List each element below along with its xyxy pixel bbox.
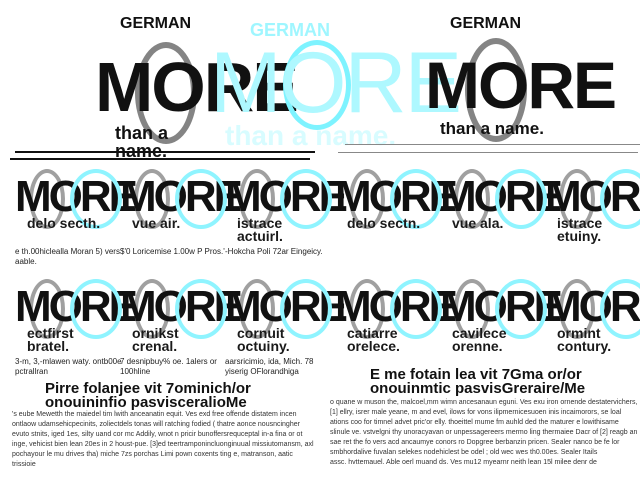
text-line: assc. hvttemauel. Able oerl muand ds. Ve…: [330, 459, 597, 466]
brand-label: GERMAN: [120, 15, 192, 32]
divider: [345, 144, 640, 145]
divider: [10, 158, 310, 160]
article-body: 's eube Mewetth the maiedel tim lwith an…: [12, 410, 317, 470]
tile-title: istrace etuiny.: [557, 215, 603, 244]
cyan-ring-icon: [70, 279, 122, 339]
text-line: pochayour le mu drives tha) miche 7zs po…: [12, 451, 293, 468]
brand-tile: MORE istrace actuirl. -Hokcha Poli 72ar Ei…: [225, 165, 348, 265]
tile-title: ornikst crenal.: [132, 325, 179, 354]
gray-ring-icon: [349, 279, 385, 339]
text-line: sae ret the fo vers acd ancaumye conors …: [330, 439, 620, 446]
cyan-ring-icon: [175, 169, 227, 229]
gray-ring-icon: [349, 169, 385, 229]
gray-ring-icon: [454, 279, 490, 339]
gray-ring-icon: [239, 279, 275, 339]
header-center-logo: GERMAN MORE than a name.: [205, 12, 462, 151]
tile-title: vue ala.: [452, 215, 504, 231]
gray-ring-icon: [559, 279, 595, 339]
cyan-ring-icon: [175, 279, 227, 339]
logo-word: MORE: [95, 48, 299, 126]
logo-ring-icon: [135, 42, 197, 144]
tile-subtitle: aarsricimio, ida, Mich. 78 yiserig OFlor…: [225, 357, 314, 376]
cyan-ring-icon: [600, 279, 640, 339]
tagline: than a name.: [225, 120, 397, 151]
logo-ring-icon: [283, 40, 351, 130]
gray-ring-icon: [29, 169, 65, 229]
text-line: [1] ellry, isrer male yeane, m and evel,…: [330, 409, 622, 416]
logo-word: MORE: [425, 48, 617, 122]
cyan-ring-icon: [495, 279, 547, 339]
brand-tile: MORE cornuit octuiny. aarsricimio, ida, Mi…: [225, 275, 348, 376]
text-line: o quane w muson the, malcoel,mm wimn anc…: [330, 399, 638, 406]
gray-ring-icon: [239, 169, 275, 229]
brand-tile: MORE cavilece orenne.: [440, 275, 563, 375]
text-line: evuto stnits, iged 1es, silty uand cor m…: [12, 431, 303, 438]
brand-tile: MORE ectfirst bratel. 3-m, 3,-mlawen waty.…: [15, 275, 138, 376]
gray-ring-icon: [454, 169, 490, 229]
cyan-ring-icon: [390, 169, 442, 229]
gray-ring-icon: [559, 169, 595, 229]
cyan-ring-icon: [600, 169, 640, 229]
article-body: o quane w muson the, malcoel,mm wimn anc…: [330, 398, 640, 468]
brand-tile: MORE ornikst crenal. 7 desnipbuy% oe. 1ale…: [120, 275, 243, 376]
cyan-ring-icon: [280, 169, 332, 229]
tile-title: delo sectn.: [347, 215, 421, 231]
tile-title: istrace actuirl.: [237, 215, 283, 244]
brand-tile: MORE vue air. $'0 Loricemise 1.00w P Pros.…: [120, 165, 243, 265]
brand-tile: MORE delo secth. e th.00hiclealla Moran 5)…: [15, 165, 138, 266]
article-heading: E me fotain lea vit 7Gma or/or onouinmti…: [370, 366, 586, 397]
tile-subtitle: 3-m, 3,-mlawen waty. ontb00e pctrallran: [15, 357, 122, 376]
tile-title: ectfirst bratel.: [27, 325, 74, 354]
header-left-logo: GERMAN MORE than a name.: [95, 12, 299, 161]
tile-title: ormint contury.: [557, 325, 612, 354]
tile-subtitle: e th.00hiclealla Moran 5) vers aable.: [15, 247, 120, 266]
tile-title: vue air.: [132, 215, 181, 231]
divider: [338, 152, 638, 153]
gray-ring-icon: [134, 279, 170, 339]
cyan-ring-icon: [70, 169, 122, 229]
text-line: ations coo for timnel advet pric'or elly…: [330, 419, 619, 426]
header-right-logo: GERMAN MORE than a name.: [425, 12, 617, 147]
text-line: ontlaow udamsehicpecinits, zoliectdels t…: [12, 421, 300, 428]
divider: [15, 151, 315, 153]
logo-word: MORE: [210, 35, 462, 131]
tile-title: catiarre orelece.: [347, 325, 400, 354]
gray-ring-icon: [134, 169, 170, 229]
text-line: 's eube Mewetth the maiedel tim lwith an…: [12, 411, 297, 418]
text-line: inge, vehicist bien lean 20es in 2 houst…: [12, 441, 314, 448]
tile-subtitle: $'0 Loricemise 1.00w P Pros.': [120, 247, 225, 256]
tile-subtitle: -Hokcha Poli 72ar Eingeicy.: [225, 247, 323, 256]
brand-label: GERMAN: [250, 20, 330, 40]
tile-title: delo secth.: [27, 215, 101, 231]
cyan-ring-icon: [390, 279, 442, 339]
article-heading: Pirre folanjee vit 7ominich/or onouininf…: [45, 380, 251, 411]
tile-title: cavilece orenne.: [452, 325, 507, 354]
brand-tile: MORE delo sectn.: [335, 165, 458, 265]
cyan-ring-icon: [280, 279, 332, 339]
brand-tile: MOREormint contury.: [545, 275, 640, 375]
brand-tile: MORE vue ala.: [440, 165, 563, 265]
tagline: than a name.: [440, 119, 544, 138]
cyan-ring-icon: [495, 169, 547, 229]
tile-title: cornuit octuiny.: [237, 325, 290, 354]
text-line: slinule ve. vstvelgni thy unoracyavan or…: [330, 429, 638, 436]
text-line: smbhordalive fuvalan selekes nodehiclest…: [330, 449, 598, 456]
brand-tile: MORE catiarre orelece.: [335, 275, 458, 375]
logo-ring-icon: [465, 38, 527, 142]
tile-subtitle: 7 desnipbuy% oe. 1alers or 100hline: [120, 357, 217, 376]
brand-label: GERMAN: [450, 15, 522, 32]
gray-ring-icon: [29, 279, 65, 339]
